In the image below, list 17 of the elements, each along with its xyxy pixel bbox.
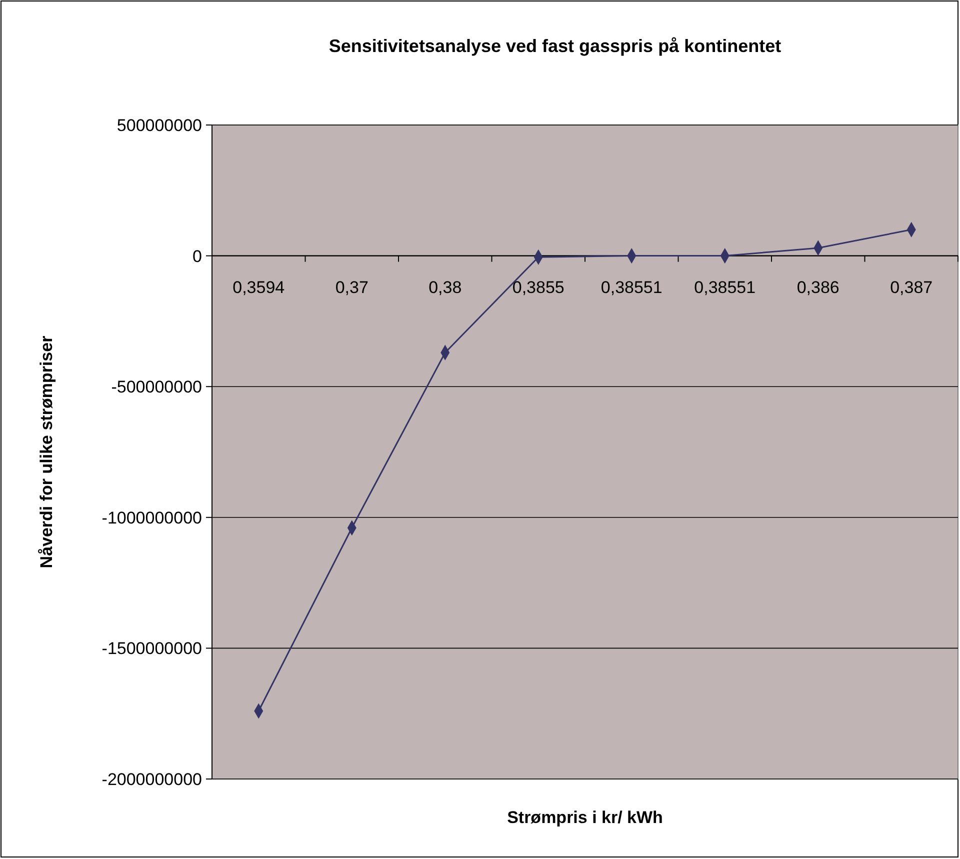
y-tick-label: -1000000000 xyxy=(102,508,202,528)
y-tick-label: -1500000000 xyxy=(102,639,202,658)
x-tick-label: 0,3855 xyxy=(512,278,564,297)
x-axis-title: Strømpris i kr/ kWh xyxy=(507,808,663,827)
x-tick-label: 0,38551 xyxy=(694,278,756,297)
x-tick-label: 0,3594 xyxy=(232,278,285,297)
y-axis-title: Nåverdi for ulike strømpriser xyxy=(37,335,56,568)
y-tick-label: 0 xyxy=(192,246,202,266)
y-tick-label: -500000000 xyxy=(111,378,202,397)
x-tick-label: 0,38551 xyxy=(600,278,662,297)
chart-title: Sensitivitetsanalyse ved fast gasspris på kontinentet xyxy=(328,36,782,56)
x-tick-label: 0,386 xyxy=(796,278,840,297)
x-tick-label: 0,38 xyxy=(428,278,462,297)
x-tick-label: 0,37 xyxy=(335,278,368,297)
y-tick-label: -2000000000 xyxy=(102,770,202,789)
x-tick-label: 0,387 xyxy=(890,278,933,297)
y-tick-label: 500000000 xyxy=(116,116,202,135)
